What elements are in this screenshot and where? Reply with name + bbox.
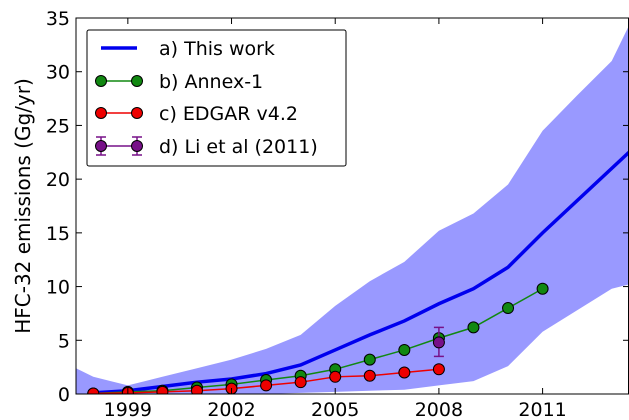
legend-entry-li-et-al: d) Li et al (2011) xyxy=(95,136,318,158)
y-tick-label: 30 xyxy=(46,62,70,84)
y-tick-label: 15 xyxy=(46,223,70,245)
data-point-edgar-v4-2 xyxy=(260,379,273,392)
data-point-edgar-v4-2 xyxy=(156,385,169,394)
data-point-annex-1 xyxy=(363,353,376,366)
y-axis-label: HFC-32 emissions (Gg/yr) xyxy=(11,78,35,334)
legend-box xyxy=(86,29,347,167)
data-point-edgar-v4-2 xyxy=(190,384,203,394)
x-tick-label: 2002 xyxy=(207,399,255,420)
data-point-edgar-v4-2 xyxy=(432,363,445,376)
x-tick-label: 1999 xyxy=(104,399,152,420)
data-point-annex-1 xyxy=(536,282,549,295)
legend-marker xyxy=(131,75,143,87)
legend-marker xyxy=(95,107,107,119)
data-point-edgar-v4-2 xyxy=(329,370,342,383)
y-tick-label: 0 xyxy=(58,384,70,406)
legend-label-li-et-al: d) Li et al (2011) xyxy=(159,136,318,158)
legend-entry-edgar: c) EDGAR v4.2 xyxy=(95,103,298,125)
legend-label-edgar: c) EDGAR v4.2 xyxy=(159,103,298,125)
legend: a) This work b) Annex-1 c) EDGAR v4.2 d)… xyxy=(86,29,347,167)
y-tick-label: 25 xyxy=(46,115,70,137)
x-tick-label: 2008 xyxy=(415,399,463,420)
legend-marker xyxy=(95,75,107,87)
x-tick-label: 2005 xyxy=(311,399,359,420)
y-tick-label: 20 xyxy=(46,169,70,191)
axis-ticks: 0 5 10 15 20 25 30 35 1999 2002 2005 2008 2011 xyxy=(46,8,629,420)
legend-entry-annex-1: b) Annex-1 xyxy=(95,71,263,93)
uncertainty-band xyxy=(76,25,629,394)
data-point-annex-1 xyxy=(398,343,411,356)
data-point-edgar-v4-2 xyxy=(363,369,376,382)
data-point-edgar-v4-2 xyxy=(87,387,100,394)
data-point-edgar-v4-2 xyxy=(294,376,307,389)
legend-entry-this-work: a) This work xyxy=(101,38,275,60)
data-point-annex-1 xyxy=(467,321,480,334)
legend-label-annex-1: b) Annex-1 xyxy=(159,71,263,93)
y-tick-label: 35 xyxy=(46,8,70,30)
y-tick-label: 5 xyxy=(58,330,70,352)
x-tick-label: 2011 xyxy=(518,399,566,420)
plot-content xyxy=(76,25,629,394)
data-point-li-et-al-2011 xyxy=(432,336,445,349)
legend-label-this-work: a) This work xyxy=(159,38,275,60)
data-point-annex-1 xyxy=(502,302,515,315)
legend-marker xyxy=(131,140,143,152)
data-point-edgar-v4-2 xyxy=(398,366,411,379)
plot-area xyxy=(76,25,629,394)
series-line-this-work xyxy=(93,151,629,394)
legend-marker xyxy=(95,140,107,152)
legend-marker xyxy=(131,107,143,119)
y-tick-label: 10 xyxy=(46,277,70,299)
